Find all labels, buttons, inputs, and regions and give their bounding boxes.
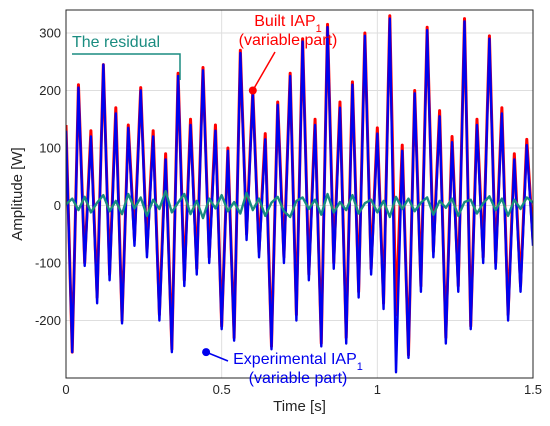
y-tick-label: 0: [54, 198, 61, 213]
residual-pointer: [72, 53, 181, 80]
plot-frame: [65, 9, 534, 379]
y-tick-label: -100: [35, 256, 61, 271]
x-tick-label: 0: [62, 382, 69, 397]
built-pointer: [252, 51, 276, 91]
residual-line: [66, 189, 533, 220]
y-tick-label: 100: [39, 141, 61, 156]
residual-label: The residual: [72, 34, 160, 51]
plot-area: [66, 14, 533, 374]
y-tick-label: -200: [35, 313, 61, 328]
exp-label-line2: (variable part): [249, 370, 348, 387]
x-tick-label: 1.5: [524, 382, 542, 397]
exp-marker: [202, 348, 211, 357]
built-label: Built IAP1: [254, 13, 321, 35]
exp-label: Experimental IAP1: [233, 351, 363, 373]
y-tick-label: 300: [39, 26, 61, 41]
ticks: 0 0.5 1 1.5 -200 -100 0 100 200 300: [35, 26, 542, 398]
x-tick-label: 1: [374, 382, 381, 397]
y-axis-label: Amplitude [W]: [9, 147, 26, 240]
x-tick-label: 0.5: [213, 382, 231, 397]
y-tick-label: 200: [39, 83, 61, 98]
built-label-line2: (variable part): [239, 32, 338, 49]
built-marker: [248, 86, 257, 95]
x-axis-label: Time [s]: [273, 398, 326, 415]
experimental-iap1-line: [66, 17, 533, 374]
annotations: Built IAP1(variable part)Experimental IA…: [72, 13, 363, 387]
